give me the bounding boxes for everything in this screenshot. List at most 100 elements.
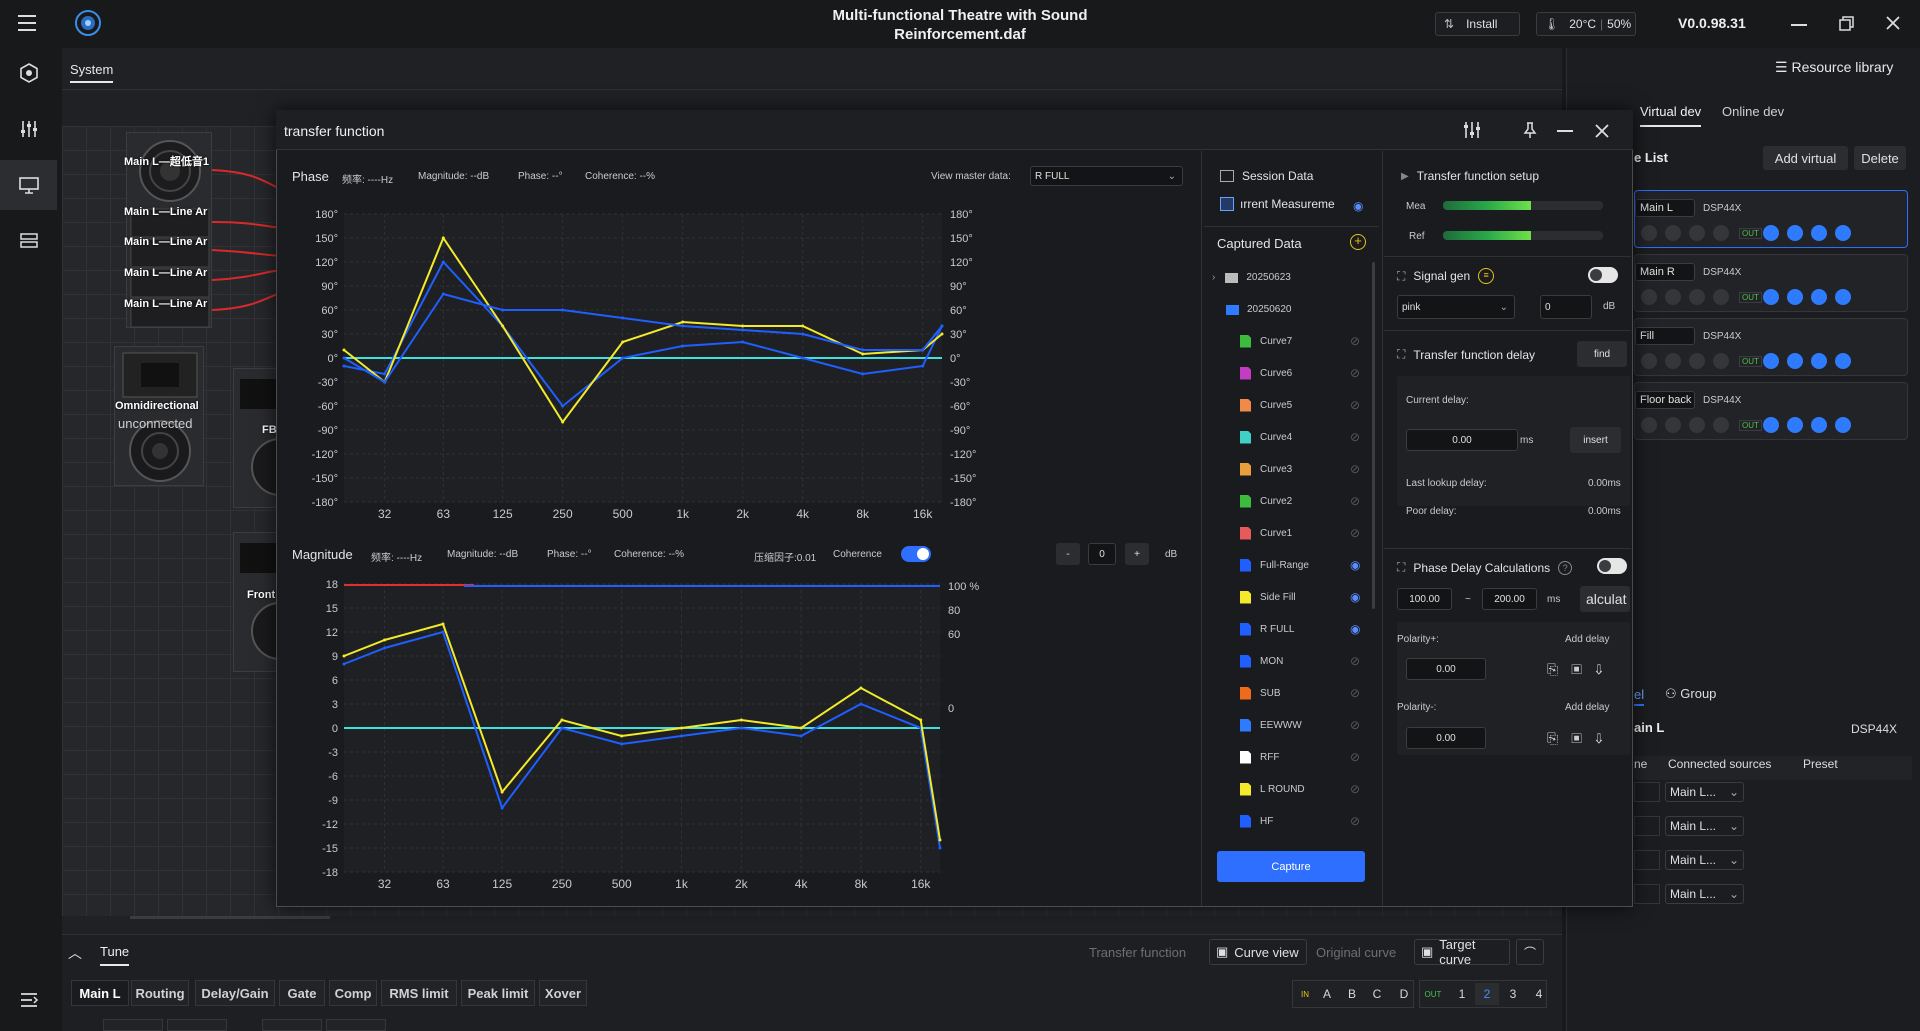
output-channel-indicator[interactable] [1811,225,1827,241]
output-channel-indicator[interactable] [1763,225,1779,241]
curve-row[interactable]: RFF [1240,741,1370,773]
help-icon[interactable]: ? [1558,560,1573,575]
sidebar-eq-button[interactable] [0,104,57,154]
tune-tab[interactable]: Gate [279,980,325,1006]
close-window-icon[interactable] [1885,15,1901,31]
eye-off-icon[interactable]: ⊘ [1350,654,1361,668]
phase-delay-toggle[interactable] [1597,558,1627,574]
range-from-input[interactable]: 100.00 [1397,588,1452,610]
output-channel-button[interactable]: 4 [1535,987,1543,1001]
polarity-neg-input[interactable]: 0.00 [1406,727,1486,749]
curve-row[interactable]: Curve1 [1240,517,1370,549]
eye-off-icon[interactable]: ⊘ [1350,526,1361,540]
output-channel-indicator[interactable] [1787,289,1803,305]
curve-row[interactable]: Curve5 [1240,389,1370,421]
dialog-minimize-icon[interactable] [1557,123,1575,137]
curve-row[interactable]: Full-Range [1240,549,1370,581]
eye-off-icon[interactable]: ⊘ [1350,686,1361,700]
signal-type-select[interactable]: pink ⌄ [1397,295,1515,319]
tune-param-field[interactable] [103,1019,163,1031]
device-card[interactable]: Floor back DSP44X OUT [1634,382,1908,440]
dialog-titlebar[interactable] [276,110,1633,150]
eye-off-icon[interactable]: ⊘ [1350,494,1361,508]
curve-settings-button[interactable]: ⌒ [1516,939,1544,965]
curve-row[interactable]: Curve6 [1240,357,1370,389]
polarity-pos-input[interactable]: 0.00 [1406,658,1486,680]
folder-row-20250623[interactable]: › 20250623 [1212,272,1291,283]
source-select[interactable]: Main L... ⌄ [1665,816,1744,836]
eye-off-icon[interactable]: ⊘ [1350,334,1361,348]
session-data-row[interactable]: Session Data [1220,169,1313,183]
dialog-close-icon[interactable] [1594,123,1610,139]
output-channel-indicator[interactable] [1763,289,1779,305]
tune-tab[interactable]: Xover [539,980,587,1006]
output-channel-indicator[interactable] [1787,417,1803,433]
export-icon[interactable]: ⇩ [1594,730,1616,746]
apply-icon[interactable]: ⎘ [1547,661,1572,677]
tune-tab[interactable]: Main L [71,980,129,1006]
stepper-value[interactable]: 0 [1088,543,1116,565]
curve-row[interactable]: R FULL [1240,613,1370,645]
input-channel-button[interactable]: B [1347,987,1356,1001]
curve-row[interactable]: EEWWW [1240,709,1370,741]
tune-param-field[interactable] [167,1019,227,1031]
input-channel-button[interactable]: C [1372,987,1382,1001]
source-select[interactable]: Main L... ⌄ [1665,884,1744,904]
device-name-field[interactable]: Floor back [1635,391,1695,409]
output-channel-indicator[interactable] [1835,225,1851,241]
sidebar-collapse-button[interactable] [0,975,57,1025]
current-measurement-row[interactable]: ırrent Measureme [1220,197,1370,211]
canvas-scrollbar[interactable] [130,916,330,919]
output-channel-button[interactable]: 2 [1475,983,1499,1005]
menu-icon[interactable] [18,14,38,32]
output-channel-indicator[interactable] [1763,353,1779,369]
source-select[interactable]: Main L... ⌄ [1665,850,1744,870]
eye-off-icon[interactable]: ⊘ [1350,398,1361,412]
output-channel-indicator[interactable] [1811,353,1827,369]
eye-off-icon[interactable]: ⊘ [1350,750,1361,764]
sidebar-list-button[interactable] [0,216,57,266]
tune-collapse-icon[interactable]: ︿ [68,945,82,961]
device-card[interactable]: Fill DSP44X OUT [1634,318,1908,376]
minimize-icon[interactable] [1791,17,1809,31]
sidebar-devices-button[interactable] [0,48,57,98]
signal-gen-toggle[interactable] [1588,267,1618,283]
curve-row[interactable]: Curve7 [1240,325,1370,357]
source-row-name-field[interactable] [1634,782,1660,802]
output-channel-indicator[interactable] [1811,417,1827,433]
save-icon[interactable]: ▣ [1571,730,1595,746]
eye-icon[interactable]: ◉ [1350,590,1361,604]
device-name-field[interactable]: Fill [1635,327,1695,345]
curve-row[interactable]: Side Fill [1240,581,1370,613]
curve-row[interactable]: MON [1240,645,1370,677]
output-channel-indicator[interactable] [1835,289,1851,305]
device-name-field[interactable]: Main L [1635,199,1695,217]
curve-row[interactable]: L ROUND [1240,773,1370,805]
add-capture-icon[interactable]: + [1350,234,1366,250]
range-to-input[interactable]: 200.00 [1482,588,1537,610]
output-channel-indicator[interactable] [1787,225,1803,241]
eye-off-icon[interactable]: ⊘ [1350,462,1361,476]
device-card[interactable]: Main R DSP44X OUT [1634,254,1908,312]
curves-scrollbar[interactable] [1372,262,1375,609]
signal-gen-info-icon[interactable]: ≡ [1478,268,1495,284]
original-curve-tab[interactable]: Original curve [1316,945,1397,960]
eye-off-icon[interactable]: ⊘ [1350,814,1361,828]
output-channel-indicator[interactable] [1787,353,1803,369]
install-button[interactable]: ⇅ Install [1435,12,1520,36]
phase-chart[interactable]: 180° 180° 150° 150° 120° 120° 90° 90° 60° 60° 30° 3… [290,196,1190,534]
folder-row-20250620[interactable]: 20250620 [1226,304,1292,315]
coherence-toggle[interactable] [901,546,931,562]
stepper-plus-button[interactable]: + [1125,543,1149,565]
current-delay-input[interactable]: 0.00 [1406,429,1518,451]
curve-row[interactable]: Curve3 [1240,453,1370,485]
curve-row[interactable]: SUB [1240,677,1370,709]
fb-speaker[interactable] [233,368,309,508]
tune-param-field[interactable] [262,1019,322,1031]
curve-row[interactable]: Curve2 [1240,485,1370,517]
insert-delay-button[interactable]: insert [1570,427,1621,453]
sidebar-monitor-button[interactable] [0,160,57,210]
eye-off-icon[interactable]: ⊘ [1350,366,1361,380]
tab-group[interactable]: ⚇ Group [1665,686,1716,702]
